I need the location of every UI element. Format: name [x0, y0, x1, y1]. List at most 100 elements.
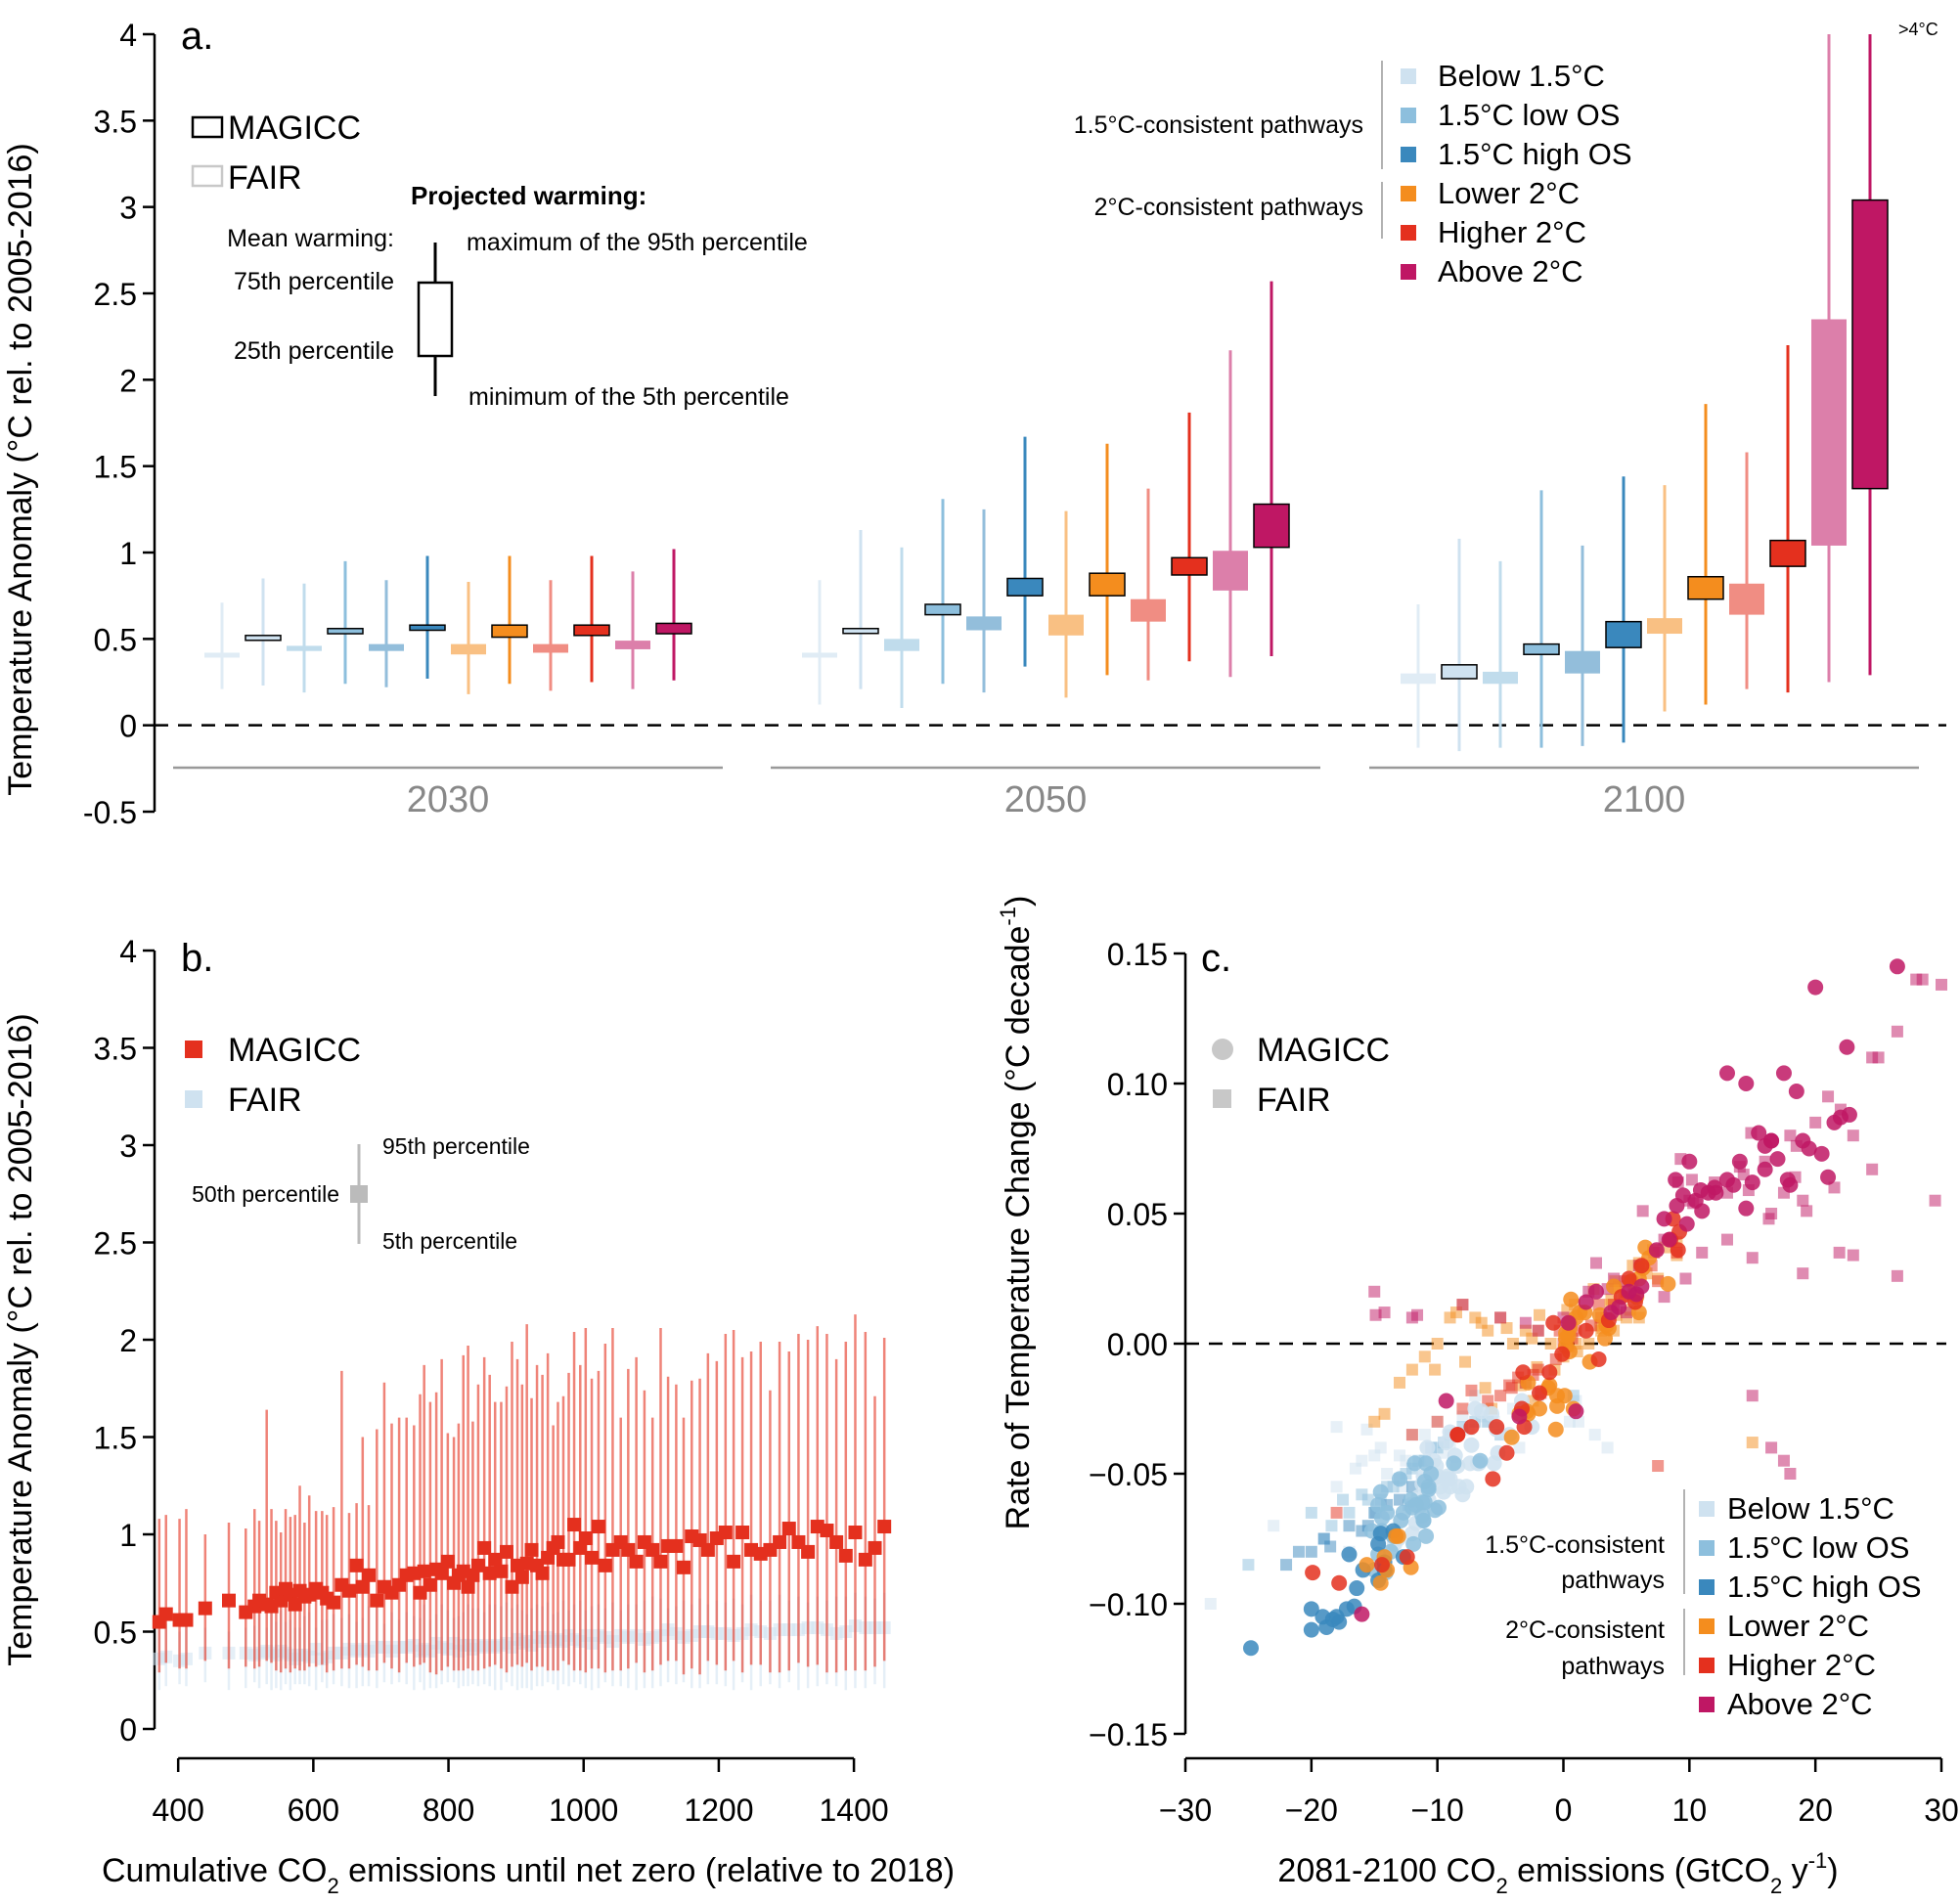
magicc-legend-label: MAGICC — [228, 1032, 361, 1069]
fair-point-below15 — [1513, 1441, 1526, 1454]
box-higher2-fair-2050 — [1131, 598, 1166, 622]
magicc-point-above2 — [1744, 1174, 1760, 1191]
legend-label-high15: 1.5°C high OS — [1727, 1570, 1922, 1604]
median-marker-magicc — [781, 1522, 796, 1536]
group-15-label-1: 1.5°C-consistent — [1485, 1531, 1665, 1559]
median-marker-magicc — [735, 1526, 750, 1540]
fair-point-high15 — [1317, 1532, 1330, 1545]
legend-swatch-low15 — [1699, 1540, 1715, 1556]
legend-swatch-high15 — [1401, 147, 1416, 162]
magicc-point-high15 — [1341, 1546, 1358, 1563]
legend-label-lower2: Lower 2°C — [1727, 1609, 1869, 1643]
median-marker-magicc — [551, 1534, 565, 1549]
magicc-point-above2 — [1681, 1153, 1698, 1170]
x-tick-label: 400 — [152, 1793, 203, 1828]
fair-point-below15 — [1349, 1462, 1361, 1475]
fair-point-above2 — [1679, 1272, 1692, 1285]
box-higher2-magicc-2030 — [573, 624, 610, 637]
fair-legend-label: FAIR — [228, 1082, 302, 1119]
magicc-point-above2 — [1738, 1076, 1755, 1091]
magicc-point-above2 — [1578, 1294, 1594, 1310]
y-tick-label: 4 — [119, 934, 137, 969]
legend-swatch-higher2 — [1401, 225, 1416, 241]
fair-point-above2 — [1936, 978, 1947, 991]
fair-point-higher2 — [1465, 1384, 1478, 1396]
box-below15-magicc-2050 — [842, 627, 879, 635]
legend-swatch-above2 — [1699, 1697, 1715, 1712]
legend-swatch-low15 — [1401, 108, 1416, 123]
p5-label: 5th percentile — [382, 1228, 517, 1254]
magicc-point-low15 — [1418, 1528, 1435, 1544]
magicc-point-higher2 — [1670, 1242, 1686, 1259]
fair-point-above2 — [1866, 1163, 1879, 1175]
magicc-point-above2 — [1775, 1065, 1792, 1082]
fair-point-high15 — [1292, 1545, 1305, 1558]
magicc-point-lower2 — [1388, 1528, 1404, 1544]
magicc-point-high15 — [1303, 1621, 1319, 1638]
fair-legend-label: FAIR — [1257, 1082, 1331, 1119]
fair-point-higher2 — [1431, 1415, 1444, 1428]
box-high15-fair-2030 — [369, 643, 404, 651]
box-above2-magicc-2030 — [655, 622, 692, 635]
magicc-point-above2 — [1661, 1231, 1677, 1248]
fair-point-lower2 — [1418, 1351, 1431, 1363]
box-lower2-magicc-2030 — [491, 624, 528, 639]
panel-b-tag: b. — [181, 937, 213, 980]
fair-point-high15 — [1305, 1545, 1317, 1558]
panel-c-x-label: 2081-2100 CO2 emissions (GtCO2 y-1) — [1277, 1848, 1838, 1898]
magicc-point-above2 — [1656, 1211, 1672, 1227]
fair-point-low15 — [1337, 1493, 1350, 1506]
box-below15-fair-2100 — [1401, 673, 1436, 685]
magicc-point-high15 — [1349, 1580, 1365, 1597]
box-below15-fair-2030 — [204, 652, 240, 658]
fair-point-higher2 — [1456, 1402, 1469, 1415]
legend-label-low15: 1.5°C low OS — [1727, 1530, 1909, 1565]
fair-point-higher2 — [1482, 1395, 1494, 1407]
magicc-point-lower2 — [1660, 1275, 1676, 1292]
magicc-legend-swatch — [185, 1041, 202, 1058]
y-tick-label: 2.5 — [94, 1226, 137, 1262]
fair-point-above2 — [1696, 1246, 1709, 1259]
magicc-point-below15 — [1463, 1437, 1480, 1453]
median-marker-magicc — [499, 1544, 513, 1559]
median-marker-magicc — [877, 1520, 892, 1534]
median-marker-magicc — [158, 1607, 173, 1621]
magicc-point-above2 — [1769, 1151, 1786, 1168]
magicc-point-above2 — [1628, 1286, 1645, 1303]
magicc-point-above2 — [1813, 1145, 1830, 1162]
group-2-label-2: pathways — [1561, 1653, 1665, 1680]
median-marker-magicc — [179, 1613, 194, 1627]
y-tick-label: 0.05 — [1107, 1197, 1168, 1232]
box-below15-magicc-2030 — [245, 635, 282, 642]
magicc-legend-label: MAGICC — [228, 110, 361, 147]
fair-point-above2 — [1891, 1269, 1903, 1282]
fair-point-lower2 — [1429, 1363, 1442, 1376]
median-marker-magicc — [676, 1560, 690, 1574]
magicc-point-higher2 — [1449, 1427, 1466, 1443]
x-tick-label: 1000 — [549, 1793, 618, 1828]
median-marker-magicc — [327, 1595, 341, 1610]
legend-label-below15: Below 1.5°C — [1438, 59, 1605, 93]
fair-point-above2 — [1658, 1291, 1670, 1304]
fair-point-above2 — [1809, 1116, 1822, 1129]
fair-legend-label: FAIR — [228, 159, 302, 197]
fair-point-below15 — [1368, 1449, 1381, 1462]
median-marker-magicc — [646, 1542, 660, 1557]
magicc-point-higher2 — [1305, 1565, 1321, 1581]
x-tick-label: 0 — [1555, 1793, 1573, 1828]
legend-swatch-below15 — [1699, 1501, 1715, 1517]
y-tick-label: 3 — [119, 191, 137, 226]
y-tick-label: 0.00 — [1107, 1327, 1168, 1362]
magicc-point-above2 — [1839, 1039, 1855, 1055]
y-tick-label: 4 — [119, 18, 137, 53]
fair-point-above2 — [1368, 1285, 1381, 1298]
median-marker-magicc — [461, 1579, 475, 1594]
legend-label-above2: Above 2°C — [1438, 254, 1583, 288]
median-marker-magicc — [370, 1593, 384, 1608]
fair-point-above2 — [1916, 973, 1929, 986]
y-tick-label: 0 — [119, 1712, 137, 1748]
legend-swatch-below15 — [1401, 68, 1416, 84]
y-tick-label: 0.5 — [94, 1616, 137, 1651]
y-tick-label: 2 — [119, 363, 137, 398]
y-tick-label: −0.10 — [1089, 1587, 1168, 1622]
